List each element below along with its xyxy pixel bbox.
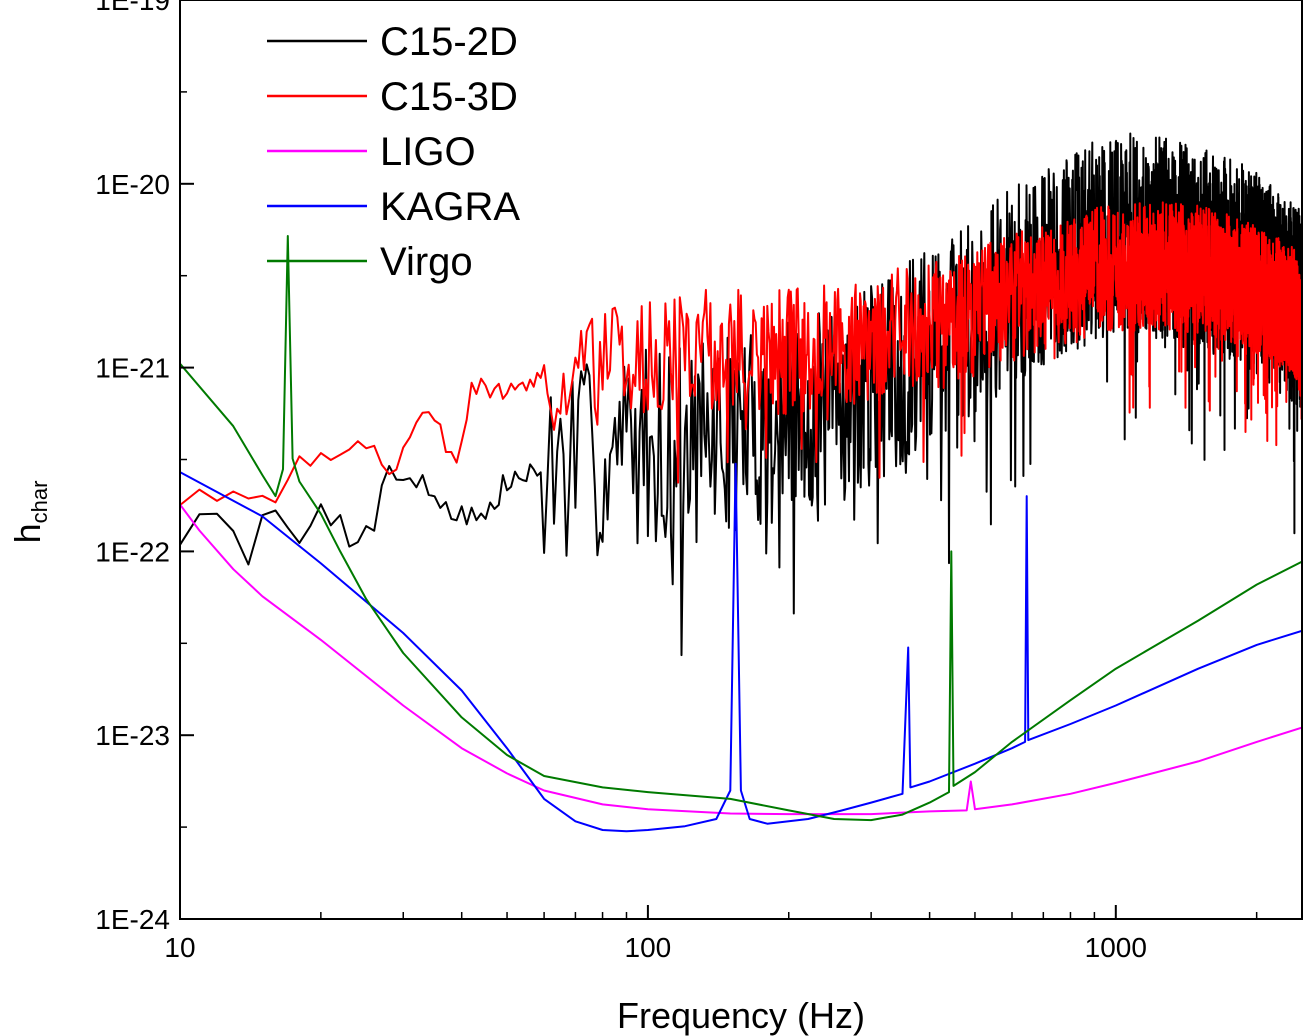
series-line-ligo [180,503,1302,816]
legend-label: LIGO [380,130,476,174]
y-axis-title-main: h [7,523,48,543]
y-tick-label: 1E-23 [95,720,170,751]
series-line-c15-3d [180,201,1302,506]
tick-layer: 10 100 1000 1E-24 1E-23 1E-22 1E-21 1E-20 1E-19 [95,0,1258,963]
y-tick-label: 1E-21 [95,353,170,384]
legend-label: C15-2D [380,20,518,64]
x-tick-label: 1000 [1085,932,1147,963]
series-layer [180,132,1302,833]
y-axis-title: hchar [7,481,52,544]
legend: C15-2D C15-3D LIGO KAGRA Virgo [267,20,520,284]
y-tick-label: 1E-20 [95,169,170,200]
legend-label: Virgo [380,240,473,284]
x-tick-label: 100 [625,932,672,963]
legend-label: C15-3D [380,75,518,119]
series-line-virgo [180,235,1302,822]
svg-text:hchar: hchar [7,481,52,544]
y-tick-label: 1E-24 [95,904,170,935]
x-axis-title: Frequency (Hz) [617,995,865,1036]
y-axis-title-subscript: char [27,481,52,524]
series-line-kagra [180,462,1302,833]
y-tick-label: 1E-19 [95,0,170,16]
legend-label: KAGRA [380,185,520,229]
x-tick-label: 10 [164,932,195,963]
y-tick-label: 1E-22 [95,536,170,567]
